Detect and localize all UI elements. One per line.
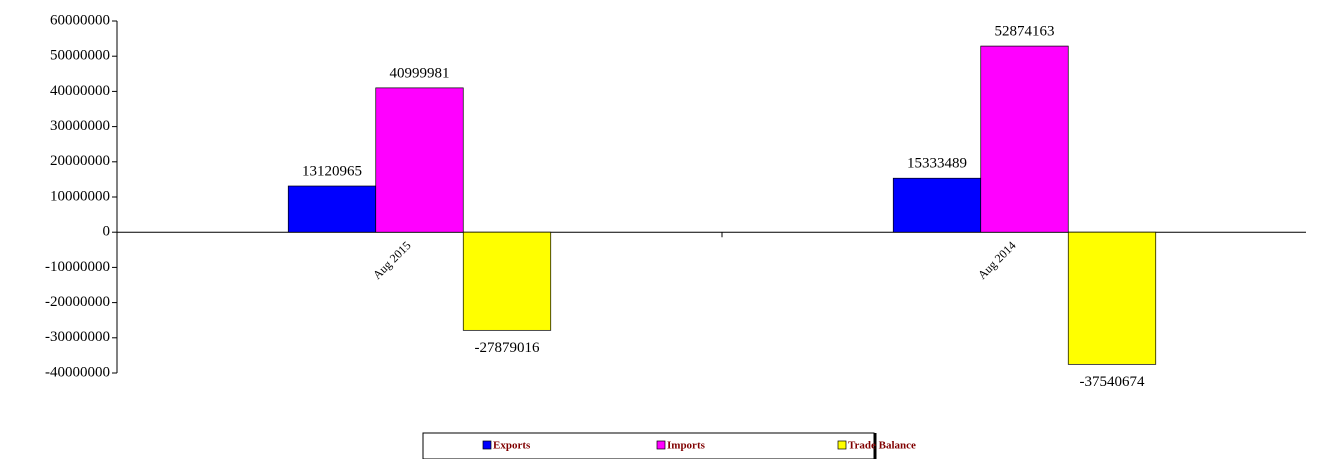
value-label: 13120965 [302,163,362,179]
y-tick-label: 40000000 [50,83,110,99]
bar [375,87,464,233]
y-tick-label: 50000000 [50,48,110,64]
y-tick-label: -30000000 [45,329,110,345]
y-tick-label: 10000000 [50,188,110,204]
y-tick-label: 20000000 [50,153,110,169]
legend-box [422,432,875,459]
bar [892,177,982,233]
legend-swatch [837,440,847,450]
y-tick-label: 30000000 [50,118,110,134]
legend-label: Trade Balance [848,440,916,452]
legend-swatch [656,440,666,450]
y-tick-label: -40000000 [45,364,110,380]
x-tick-label: Aug 2015 [370,238,414,282]
value-label: 52874163 [995,24,1055,40]
y-tick-label: 0 [103,224,111,240]
bar [980,45,1069,233]
legend-label: Exports [493,440,531,452]
bar [462,231,552,331]
value-label: 15333489 [907,156,967,172]
legend-label: Imports [667,440,706,452]
bar [287,185,377,233]
x-tick-label: Aug 2014 [975,238,1019,282]
value-label: -27879016 [475,340,540,356]
y-tick-label: 60000000 [50,12,110,28]
legend-swatch [482,440,492,450]
value-label: 40999981 [390,65,450,81]
value-label: -37540674 [1080,374,1145,390]
y-tick-label: -20000000 [45,294,110,310]
bar [1067,231,1157,365]
y-tick-label: -10000000 [45,259,110,275]
